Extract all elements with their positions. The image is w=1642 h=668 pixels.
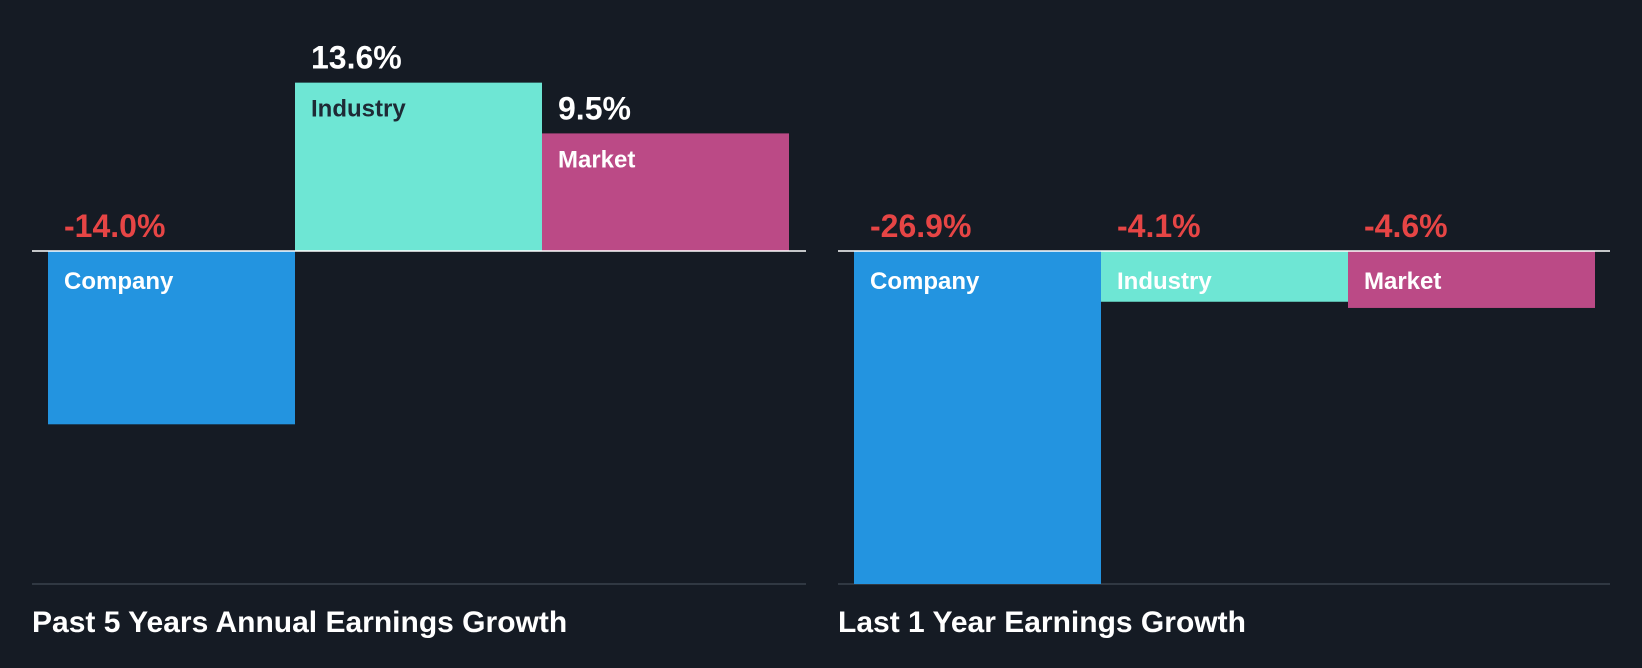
industry-value-label-past-5-years: 13.6% <box>311 40 402 76</box>
market-bar-last-1-year <box>1348 251 1595 308</box>
company-value-label-past-5-years: -14.0% <box>64 208 165 244</box>
market-value-label-last-1-year: -4.6% <box>1364 208 1448 244</box>
industry-category-label-last-1-year: Industry <box>1117 268 1212 295</box>
market-bar-past-5-years <box>542 133 789 251</box>
industry-bar-past-5-years <box>295 82 542 251</box>
company-category-label-last-1-year: Company <box>870 268 980 295</box>
market-category-label-last-1-year: Market <box>1364 268 1441 295</box>
market-value-label-past-5-years: 9.5% <box>558 90 631 126</box>
chart-title-past-5-years: Past 5 Years Annual Earnings Growth <box>32 606 568 639</box>
company-value-label-last-1-year: -26.9% <box>870 208 971 244</box>
market-category-label-past-5-years: Market <box>558 146 635 173</box>
company-bar-past-5-years <box>48 251 295 425</box>
company-bar-last-1-year <box>854 251 1101 584</box>
industry-bar-last-1-year <box>1101 251 1348 302</box>
chart-title-last-1-year: Last 1 Year Earnings Growth <box>838 606 1246 639</box>
company-category-label-past-5-years: Company <box>64 268 174 295</box>
industry-value-label-last-1-year: -4.1% <box>1117 208 1201 244</box>
industry-category-label-past-5-years: Industry <box>311 96 406 123</box>
